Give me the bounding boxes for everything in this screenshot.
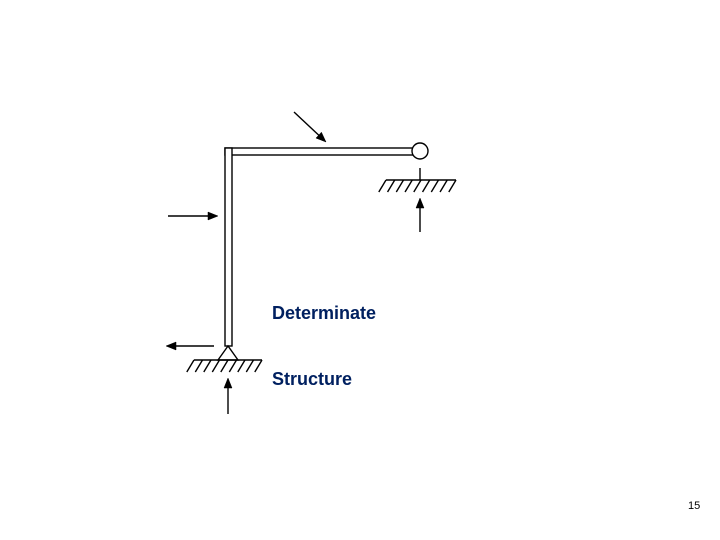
page-number: 15: [688, 500, 700, 512]
load-arrow-horiz-load: [168, 212, 218, 220]
reaction-arrow-pin-horiz: [166, 342, 214, 350]
beam-member: [225, 148, 420, 155]
column-member: [225, 148, 232, 346]
reaction-arrow-pin-vert: [224, 378, 232, 414]
figure-label-line1: Determinate: [272, 302, 376, 324]
reaction-arrow-roller-vert: [416, 198, 424, 232]
pin-support: [187, 346, 262, 372]
roller-support: [379, 168, 456, 192]
internal-hinge: [412, 143, 428, 159]
figure-label: Determinate Structure: [272, 258, 376, 412]
load-arrow-diag-load: [294, 112, 326, 142]
figure-label-line2: Structure: [272, 368, 376, 390]
